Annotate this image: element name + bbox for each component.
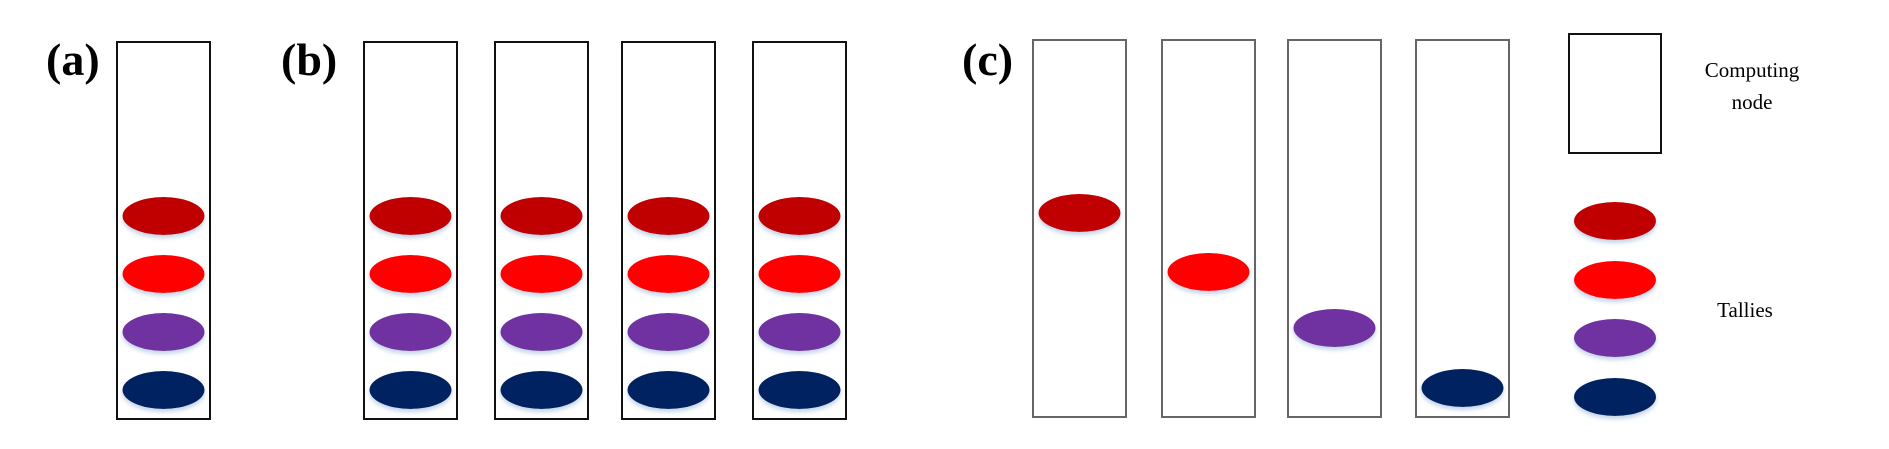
tally (500, 313, 583, 351)
tally (627, 255, 710, 293)
tally (1421, 369, 1504, 407)
legend-tally (1574, 319, 1656, 357)
tally (369, 313, 452, 351)
tally (1038, 194, 1121, 232)
tally (627, 197, 710, 235)
tally (627, 371, 710, 409)
tally (369, 371, 452, 409)
tally (122, 197, 205, 235)
legend-tally (1574, 378, 1656, 416)
panel-a-label: (a) (46, 34, 100, 85)
tally (1293, 309, 1376, 347)
tally (369, 255, 452, 293)
computing-node (1415, 39, 1510, 418)
tally (369, 197, 452, 235)
tally (122, 255, 205, 293)
panel-b-label: (b) (281, 34, 337, 85)
legend-tally (1574, 261, 1656, 299)
computing-node (1161, 39, 1256, 418)
tally (500, 197, 583, 235)
legend-tally (1574, 202, 1656, 240)
tally (122, 313, 205, 351)
computing-node (1287, 39, 1382, 418)
tally (500, 255, 583, 293)
legend-node-label-line2: node (1732, 90, 1773, 114)
tally (627, 313, 710, 351)
panel-c-label: (c) (962, 34, 1013, 85)
legend-tallies-label: Tallies (1717, 298, 1773, 322)
tally (500, 371, 583, 409)
legend-node-box (1568, 33, 1662, 154)
legend-node-label-line1: Computing (1705, 58, 1800, 82)
tally (758, 371, 841, 409)
tally (1167, 253, 1250, 291)
tally (122, 371, 205, 409)
tally (758, 197, 841, 235)
tally (758, 313, 841, 351)
tally (758, 255, 841, 293)
